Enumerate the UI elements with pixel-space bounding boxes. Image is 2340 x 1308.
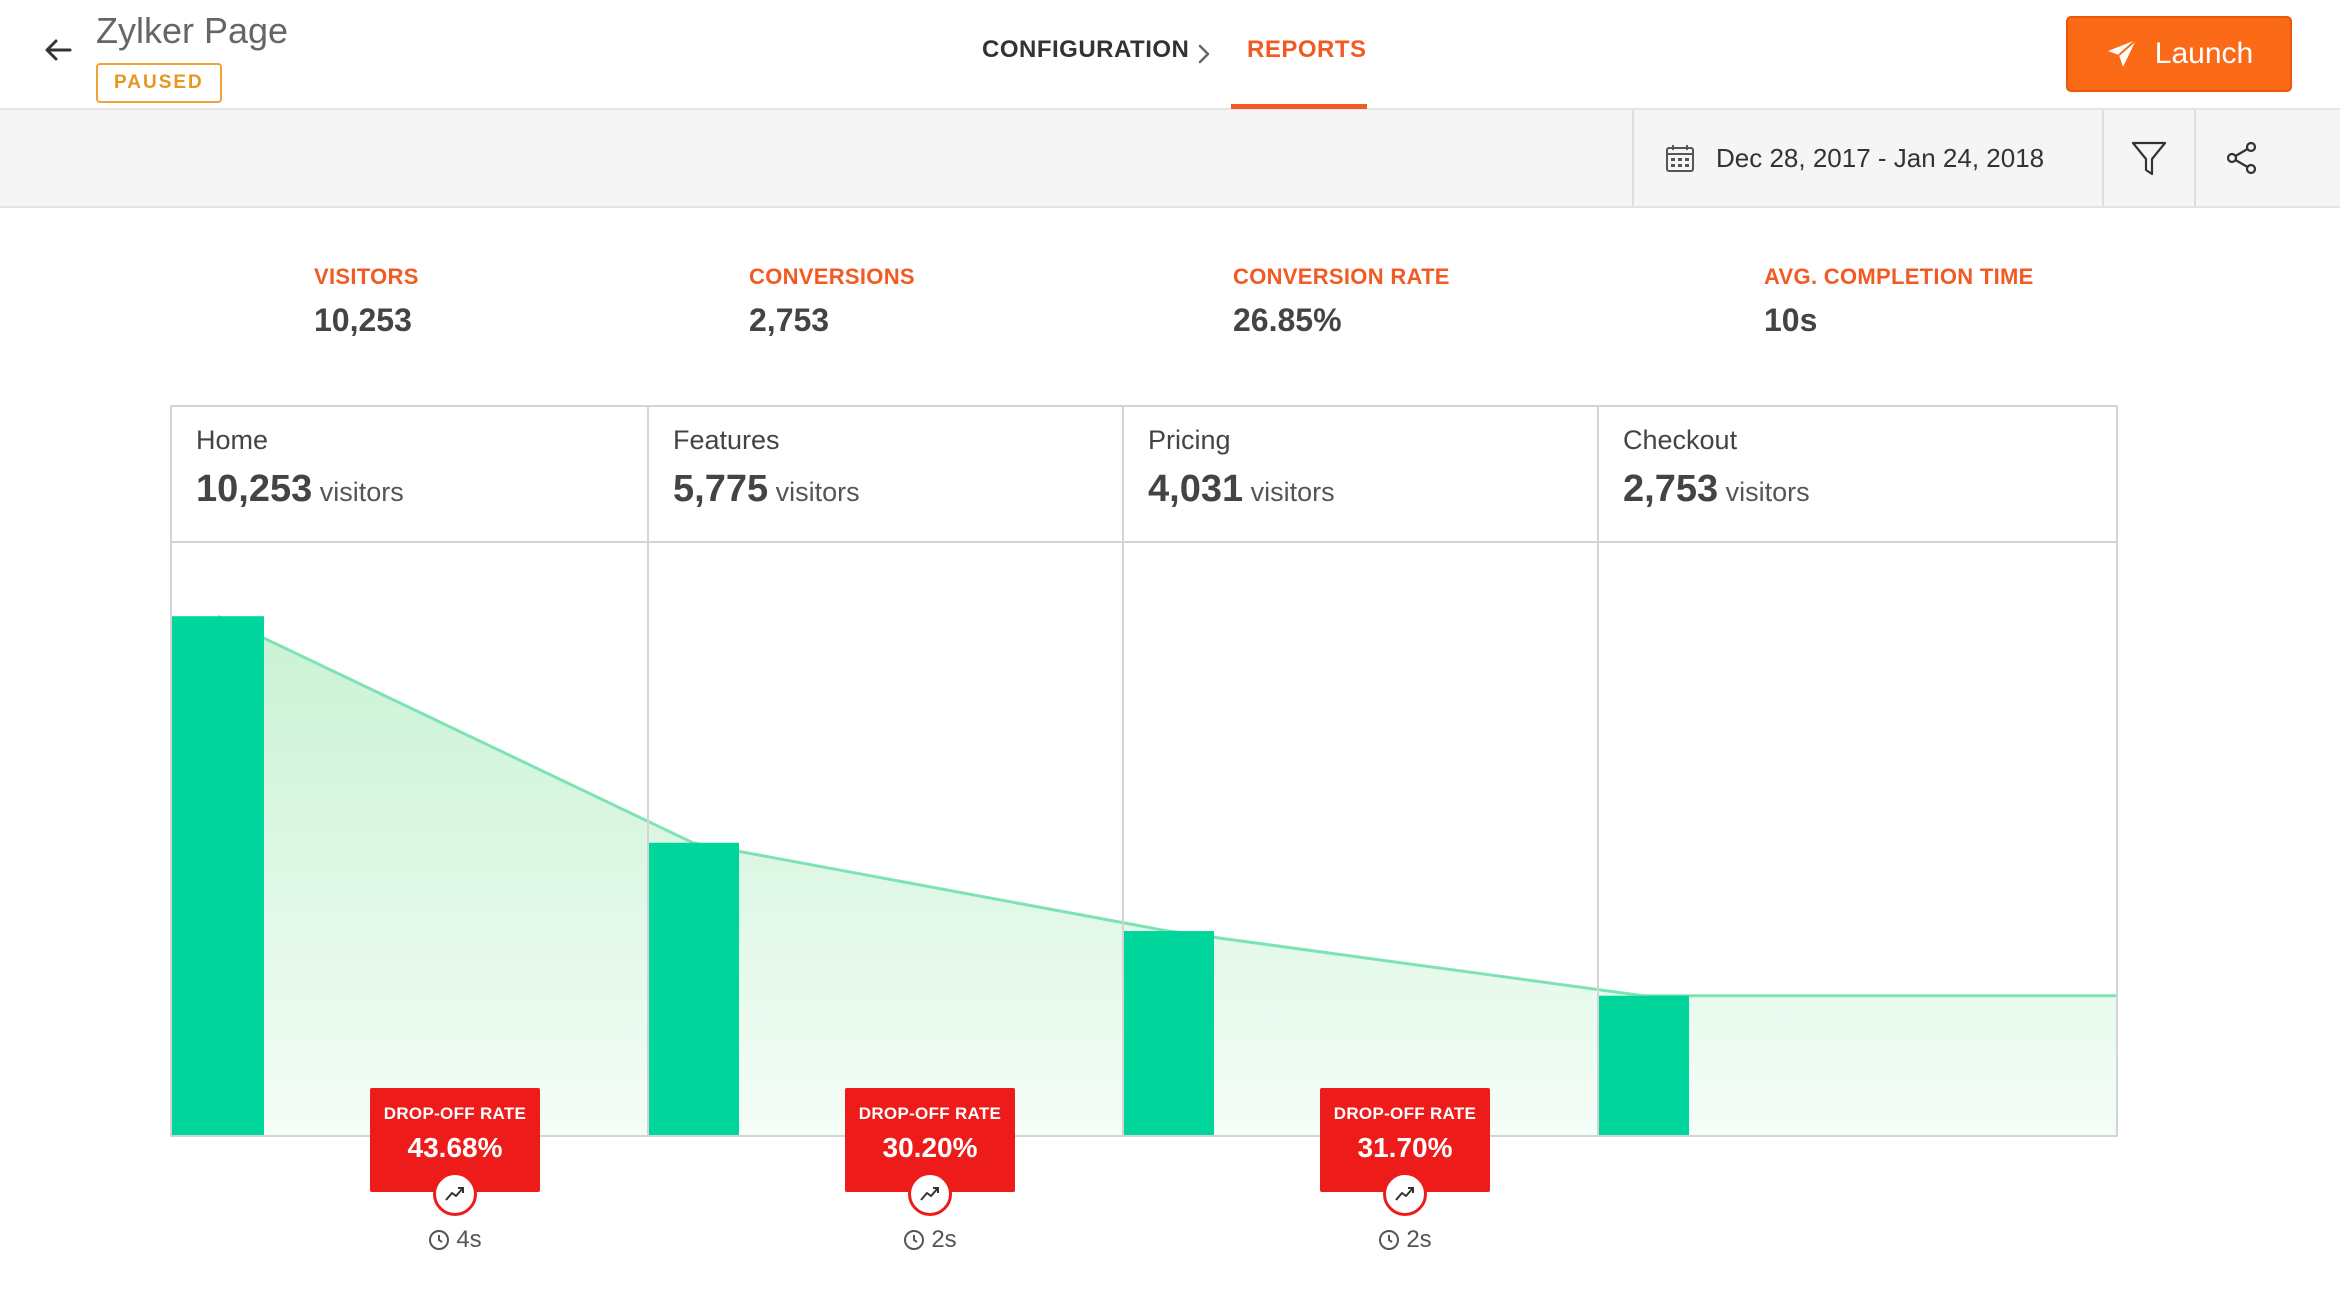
dropoff-label: DROP-OFF RATE (858, 1104, 1002, 1123)
report-toolbar: Dec 28, 2017 - Jan 24, 2018 (0, 110, 2340, 208)
column-divider (1122, 407, 1124, 1135)
header-divider (172, 541, 2116, 543)
trend-button[interactable] (1383, 1172, 1427, 1216)
funnel-chart: Home 10,253 visitors Features 5,775 visi… (170, 405, 2118, 1137)
trend-up-icon (1395, 1187, 1414, 1201)
trend-up-icon (445, 1187, 464, 1201)
stage-unit: visitors (1250, 477, 1335, 507)
column-divider (1597, 407, 1599, 1135)
funnel-bar-home[interactable] (172, 616, 264, 1135)
top-bar: Zylker Page PAUSED CONFIGURATION REPORTS… (0, 0, 2340, 110)
metric-label: CONVERSIONS (749, 264, 915, 289)
completion-time: 4s (370, 1226, 540, 1254)
tab-configuration[interactable]: CONFIGURATION (982, 36, 1190, 63)
clock-icon (1379, 1230, 1400, 1250)
stage-name: Home (196, 425, 269, 455)
back-button[interactable] (36, 28, 80, 72)
metric-label: CONVERSION RATE (1233, 264, 1450, 289)
metric-value: 26.85% (1233, 302, 1342, 338)
metric-label: AVG. COMPLETION TIME (1764, 264, 2034, 289)
stage-name: Checkout (1623, 425, 1738, 455)
breadcrumb-nav: CONFIGURATION REPORTS (0, 0, 2340, 110)
dropoff-badge-pricing: DROP-OFF RATE 31.70% (1320, 1088, 1490, 1216)
arrow-left-icon (45, 39, 72, 61)
dropoff-value: 30.20% (882, 1132, 978, 1163)
stage-header-pricing: Pricing 4,031 visitors (1124, 407, 1599, 541)
clock-icon (904, 1230, 925, 1250)
dropoff-value: 43.68% (407, 1132, 503, 1163)
filter-button[interactable] (2104, 110, 2196, 206)
metric-value: 2,753 (749, 302, 830, 338)
stage-unit: visitors (1725, 477, 1810, 507)
funnel-plot (172, 614, 2116, 1135)
metric-conversions: CONVERSIONS 2,753 (749, 264, 915, 339)
metric-value: 10s (1764, 302, 1818, 338)
stage-name: Pricing (1148, 425, 1231, 455)
stage-count: 2,753 visitors (1623, 468, 2118, 511)
stage-header-checkout: Checkout 2,753 visitors (1599, 407, 2118, 541)
clock-icon (429, 1230, 450, 1250)
share-icon (2226, 141, 2257, 175)
calendar-icon (1666, 145, 1694, 172)
date-range-text: Dec 28, 2017 - Jan 24, 2018 (1716, 142, 2045, 173)
stage-unit: visitors (775, 477, 860, 507)
completion-time: 2s (1320, 1226, 1490, 1254)
stage-visitors: 2,753 (1623, 468, 1719, 510)
metric-conversion-rate: CONVERSION RATE 26.85% (1233, 264, 1450, 339)
page-title: Zylker Page (96, 10, 289, 51)
metric-visitors: VISITORS 10,253 (314, 264, 419, 339)
dropoff-badge-features: DROP-OFF RATE 30.20% (845, 1088, 1015, 1216)
metric-value: 10,253 (314, 302, 412, 338)
paper-plane-icon (2107, 39, 2137, 67)
filter-icon (2131, 141, 2167, 176)
stage-visitors: 10,253 (196, 468, 313, 510)
dropoff-badge-home: DROP-OFF RATE 43.68% (370, 1088, 540, 1216)
funnel-bar-pricing[interactable] (1122, 931, 1214, 1135)
launch-button[interactable]: Launch (2066, 16, 2292, 92)
active-tab-indicator (1231, 104, 1367, 109)
launch-label: Launch (2154, 37, 2254, 70)
completion-time-value: 2s (931, 1226, 957, 1253)
date-range-picker[interactable]: Dec 28, 2017 - Jan 24, 2018 (1632, 110, 2104, 206)
trend-up-icon (920, 1187, 939, 1201)
funnel-bar-checkout[interactable] (1597, 995, 1689, 1135)
completion-time-value: 4s (456, 1226, 482, 1253)
stage-name: Features (673, 425, 780, 455)
stage-unit: visitors (319, 477, 404, 507)
funnel-bar-features[interactable] (647, 842, 739, 1135)
chevron-right-icon (1198, 44, 1210, 64)
column-divider (647, 407, 649, 1135)
metric-label: VISITORS (314, 264, 419, 289)
dropoff-label: DROP-OFF RATE (1333, 1104, 1477, 1123)
stage-header-home: Home 10,253 visitors (172, 407, 647, 541)
stage-count: 10,253 visitors (196, 468, 647, 511)
trend-button[interactable] (433, 1172, 477, 1216)
completion-time: 2s (845, 1226, 1015, 1254)
completion-time-value: 2s (1406, 1226, 1432, 1253)
stage-count: 4,031 visitors (1148, 468, 1599, 511)
stage-count: 5,775 visitors (673, 468, 1124, 511)
stage-visitors: 4,031 (1148, 468, 1244, 510)
dropoff-value: 31.70% (1357, 1132, 1453, 1163)
dropoff-label: DROP-OFF RATE (383, 1104, 527, 1123)
trend-button[interactable] (908, 1172, 952, 1216)
share-button[interactable] (2196, 110, 2288, 206)
stage-header-features: Features 5,775 visitors (649, 407, 1124, 541)
metric-avg-completion-time: AVG. COMPLETION TIME 10s (1764, 264, 2034, 339)
status-badge: PAUSED (96, 63, 222, 103)
stage-visitors: 5,775 (673, 468, 769, 510)
tab-reports[interactable]: REPORTS (1247, 36, 1367, 63)
